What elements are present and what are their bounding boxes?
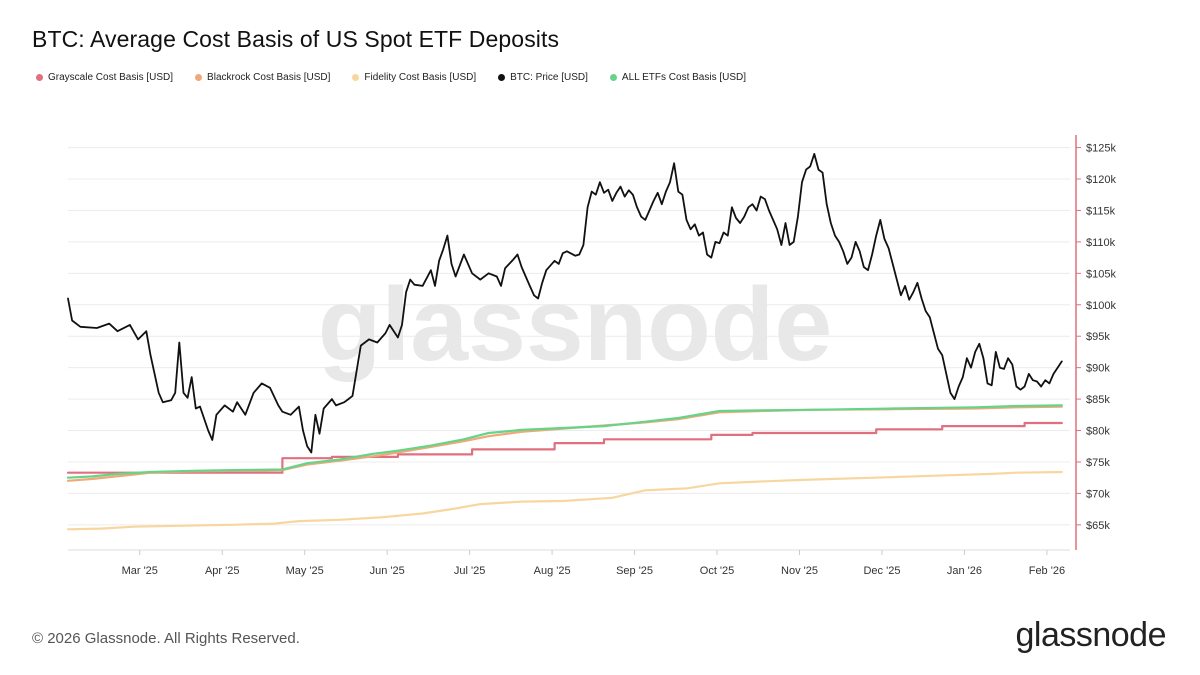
- legend-dot-grayscale: [36, 74, 43, 81]
- legend-dot-all-etfs: [609, 74, 617, 81]
- x-tick-label-4: Jul '25: [454, 565, 485, 577]
- legend-label-grayscale: Grayscale Cost Basis [USD]: [48, 72, 174, 83]
- x-tick-label-0: Mar '25: [122, 565, 158, 577]
- series-line-fidelity-cost-basis-usd: [66, 470, 1063, 531]
- x-tick-label-6: Sep '25: [616, 565, 653, 577]
- watermark-text: glassnode: [318, 267, 832, 383]
- x-tick-label-5: Aug '25: [534, 565, 571, 577]
- x-tick-label-11: Feb '26: [1029, 565, 1065, 577]
- legend-item-grayscale[interactable]: Grayscale Cost Basis [USD]: [36, 72, 173, 83]
- chart-title: BTC: Average Cost Basis of US Spot ETF D…: [32, 26, 560, 52]
- y-tick-label-2: $75k: [1086, 457, 1110, 469]
- legend: Grayscale Cost Basis [USD] Blackrock Cos…: [36, 72, 746, 83]
- x-tick-label-2: May '25: [286, 565, 324, 577]
- legend-item-btc-price[interactable]: BTC: Price [USD]: [498, 72, 588, 83]
- series-group: [66, 153, 1063, 531]
- y-tick-label-8: $105k: [1086, 268, 1116, 280]
- legend-label-btc-price: BTC: Price [USD]: [510, 72, 588, 83]
- legend-label-blackrock: Blackrock Cost Basis [USD]: [207, 72, 331, 83]
- y-tick-label-9: $110k: [1086, 237, 1116, 249]
- y-tick-label-0: $65k: [1086, 520, 1110, 532]
- legend-item-all-etfs[interactable]: ALL ETFs Cost Basis [USD]: [609, 72, 747, 83]
- x-tick-label-7: Oct '25: [700, 565, 735, 577]
- y-tick-label-4: $85k: [1086, 394, 1110, 406]
- y-tick-label-5: $90k: [1086, 363, 1110, 375]
- y-tick-label-7: $100k: [1086, 300, 1116, 312]
- x-tick-label-8: Nov '25: [781, 565, 818, 577]
- legend-dot-blackrock: [195, 74, 203, 81]
- x-tick-label-3: Jun '25: [370, 565, 405, 577]
- legend-dot-fidelity: [352, 74, 360, 81]
- series-line-grayscale-cost-basis-usd: [66, 421, 1063, 474]
- footer-copyright: © 2026 Glassnode. All Rights Reserved.: [32, 630, 300, 647]
- footer-logo[interactable]: glassnode: [1015, 616, 1166, 654]
- legend-label-all-etfs: ALL ETFs Cost Basis [USD]: [621, 72, 747, 83]
- x-tick-label-10: Jan '26: [947, 565, 982, 577]
- y-axis: $65k $70k $75k $80k $85k $90k $95k $100k $105k $1…: [1075, 135, 1116, 550]
- x-tick-label-9: Dec '25: [863, 565, 900, 577]
- y-tick-label-3: $80k: [1086, 426, 1110, 438]
- legend-label-fidelity: Fidelity Cost Basis [USD]: [364, 72, 477, 83]
- y-tick-label-10: $115k: [1086, 205, 1116, 217]
- y-tick-label-1: $70k: [1086, 488, 1110, 500]
- y-tick-label-6: $95k: [1086, 331, 1110, 343]
- grid: [68, 147, 1070, 526]
- x-axis: Mar '25 Apr '25 May '25 Jun '25 Jul '25 Aug '…: [68, 549, 1070, 577]
- x-tick-label-1: Apr '25: [205, 565, 240, 577]
- y-tick-label-11: $120k: [1086, 174, 1116, 186]
- series-line-btc-price-usd: [67, 153, 1063, 454]
- legend-item-fidelity[interactable]: Fidelity Cost Basis [USD]: [352, 72, 476, 83]
- series-line-all-etfs-cost-basis-usd: [66, 404, 1063, 479]
- y-tick-label-12: $125k: [1086, 143, 1116, 155]
- legend-dot-btc-price: [498, 74, 506, 81]
- legend-item-blackrock[interactable]: Blackrock Cost Basis [USD]: [195, 72, 330, 83]
